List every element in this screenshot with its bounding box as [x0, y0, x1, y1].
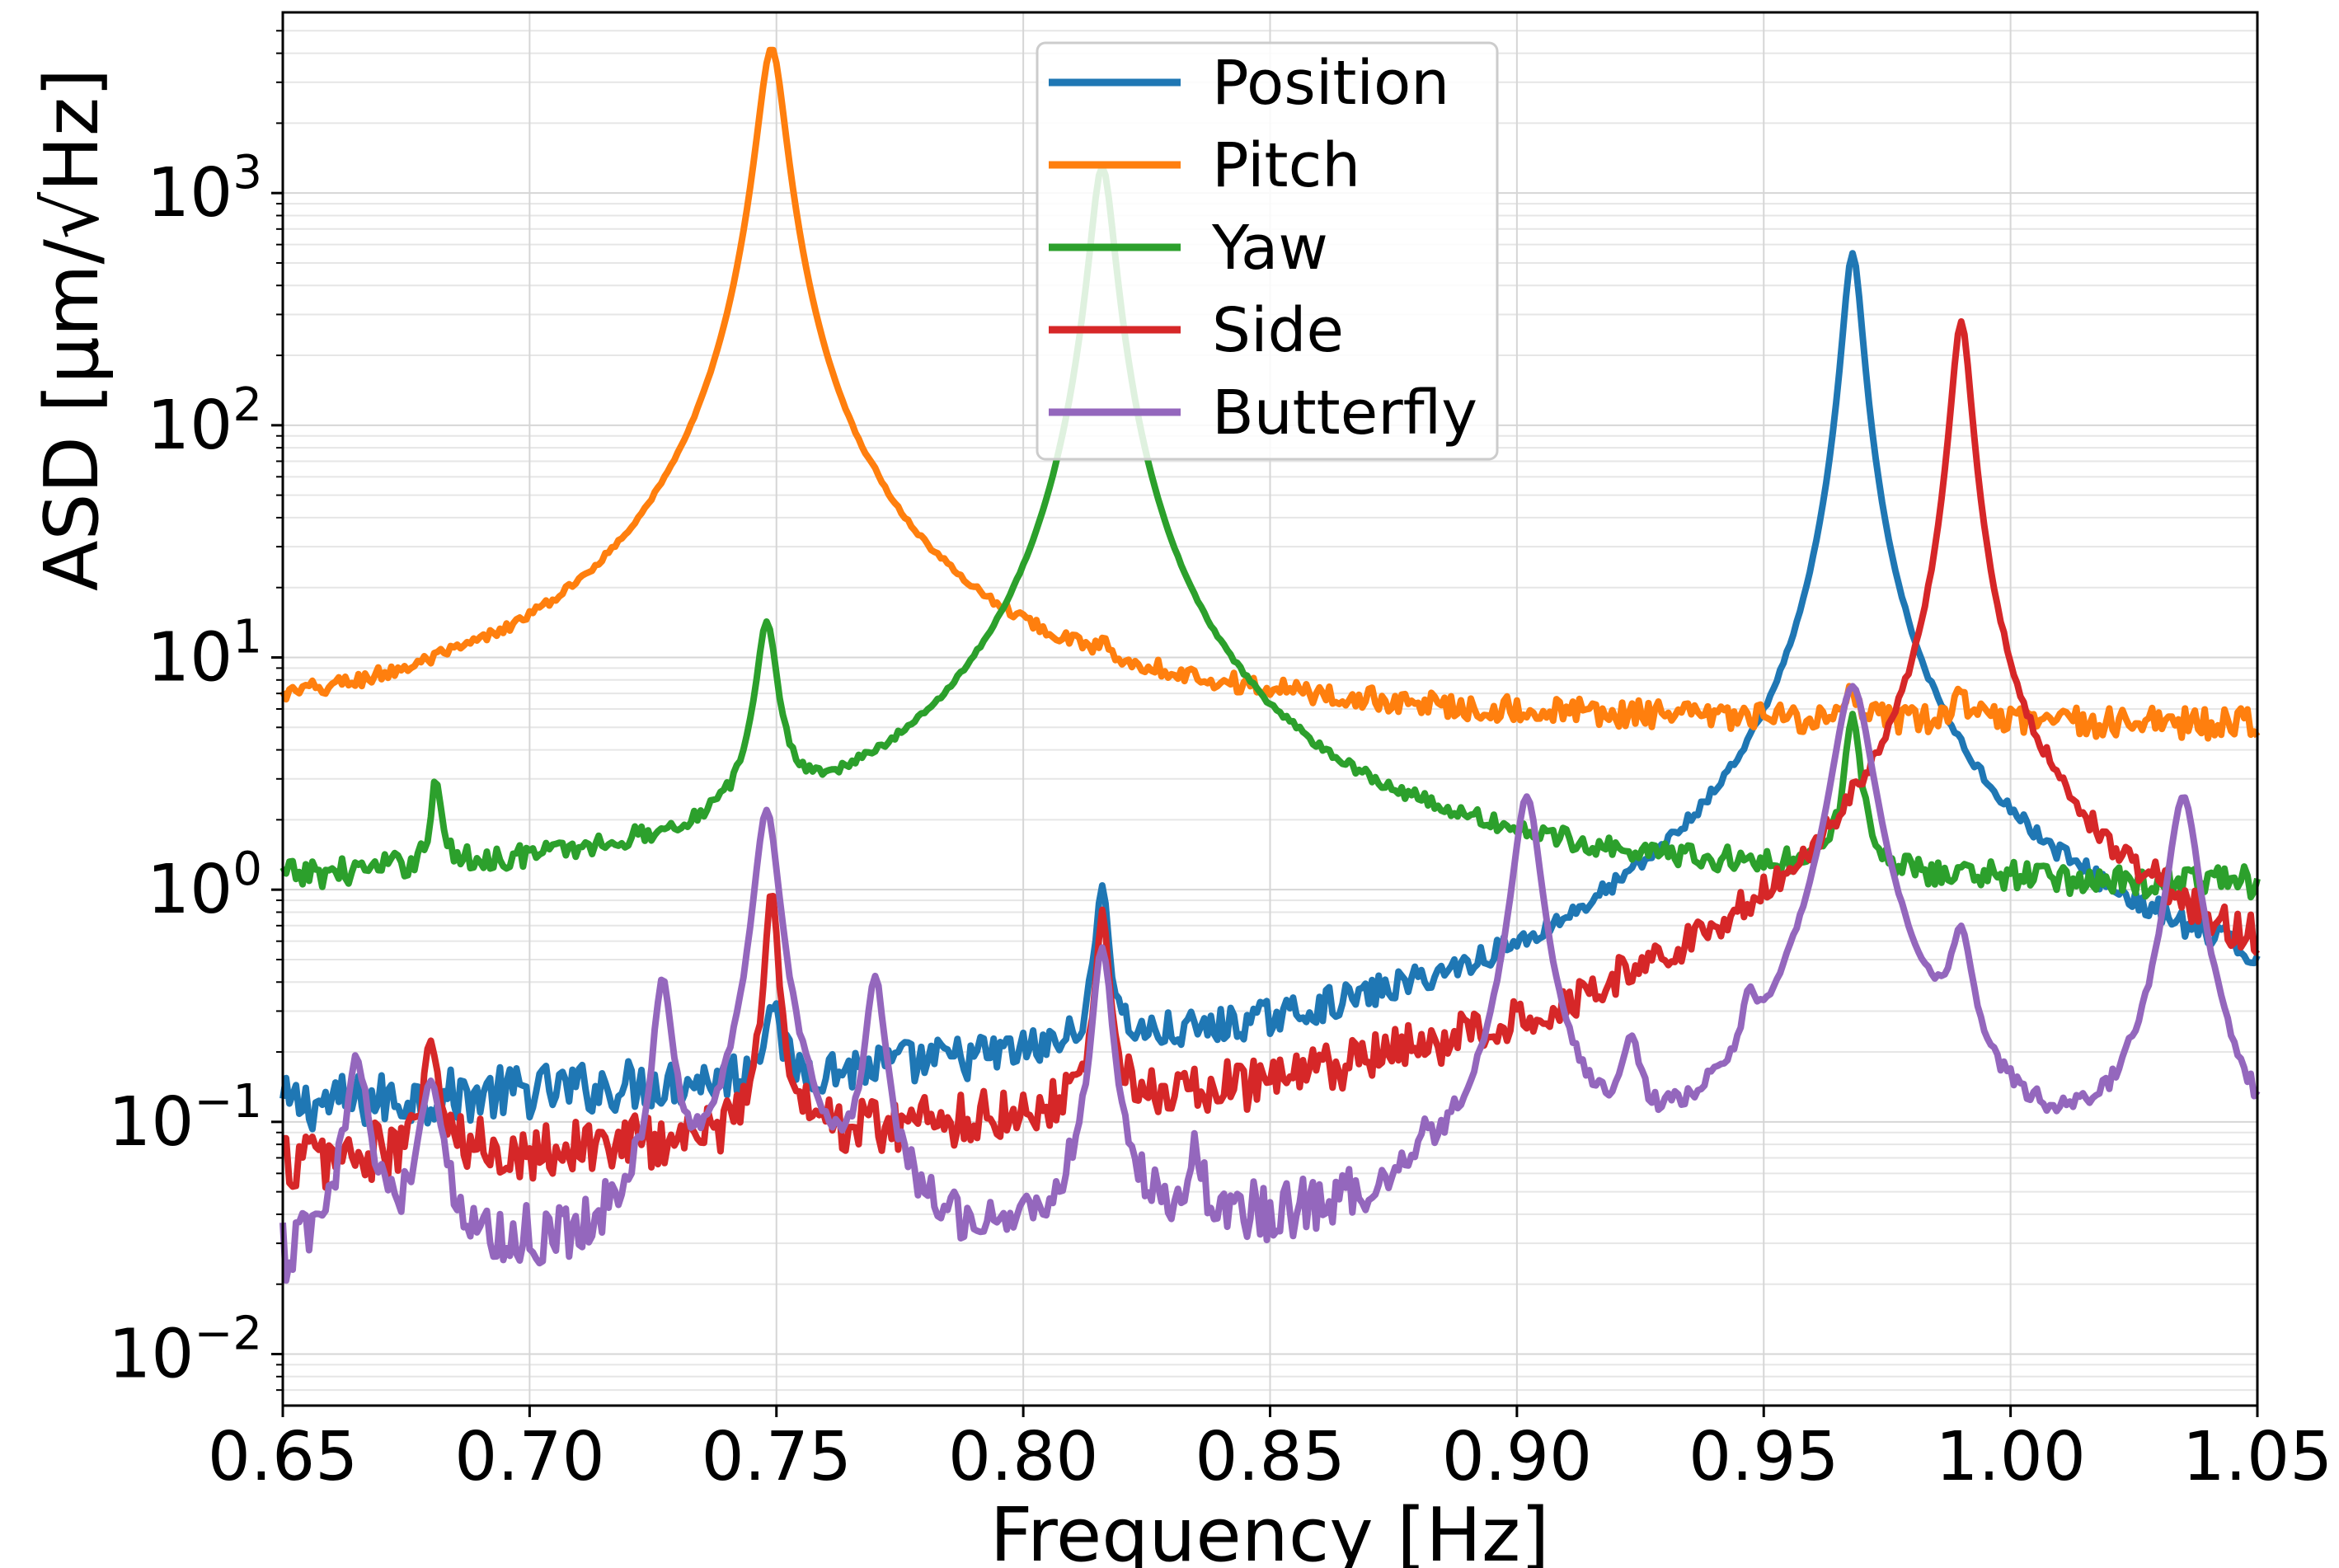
legend-label: Position — [1212, 48, 1449, 119]
legend-label: Butterfly — [1212, 378, 1477, 448]
x-tick-label: 0.65 — [208, 1418, 359, 1496]
series-line-butterfly — [279, 683, 2261, 1284]
y-tick-exponent: 3 — [232, 146, 262, 200]
x-tick-label: 0.95 — [1688, 1418, 1839, 1496]
y-tick-label: 101 — [147, 611, 262, 697]
y-tick-base: 10 — [108, 1083, 194, 1162]
y-tick-label: 10−1 — [108, 1075, 262, 1162]
x-axis: 0.65 0.70 0.75 0.80 0.85 0.90 0.95 1.00 1.05 — [208, 1406, 2333, 1496]
y-tick-base: 10 — [108, 1316, 194, 1394]
legend-label: Side — [1212, 295, 1344, 366]
series-line-pitch — [279, 46, 2261, 742]
legend: Position Pitch Yaw Side Butterfly — [1036, 41, 1499, 461]
series-layer — [279, 46, 2261, 1284]
y-tick-base: 10 — [147, 851, 232, 929]
y-tick-label: 103 — [147, 146, 262, 232]
x-tick-label: 1.05 — [2182, 1418, 2333, 1496]
x-tick-label: 0.75 — [701, 1418, 852, 1496]
x-tick-label: 0.85 — [1195, 1418, 1346, 1496]
y-tick-exponent: 1 — [232, 611, 262, 664]
legend-label: Pitch — [1212, 130, 1360, 201]
y-tick-exponent: 2 — [232, 378, 262, 432]
y-tick-label: 100 — [147, 843, 262, 929]
series-line-side — [282, 318, 2261, 1191]
y-tick-exponent: 0 — [232, 843, 262, 896]
series-line-position — [279, 250, 2261, 1133]
legend-label: Yaw — [1211, 213, 1328, 284]
y-axis-title: ASD [μm/√Hz] — [29, 68, 115, 591]
x-tick-label: 0.80 — [948, 1418, 1099, 1496]
y-tick-exponent: −2 — [194, 1307, 262, 1361]
y-tick-base: 10 — [147, 619, 232, 697]
y-tick-base: 10 — [147, 387, 232, 465]
series-line-yaw — [279, 163, 2261, 901]
y-tick-label: 102 — [147, 378, 262, 465]
x-axis-title: Frequency [Hz] — [990, 1492, 1550, 1568]
x-tick-label: 1.00 — [1935, 1418, 2086, 1496]
y-tick-label: 10−2 — [108, 1307, 262, 1394]
legend-box — [1036, 41, 1499, 461]
x-tick-label: 0.70 — [454, 1418, 605, 1496]
y-tick-base: 10 — [147, 154, 232, 232]
y-tick-exponent: −1 — [194, 1075, 262, 1129]
x-tick-label: 0.90 — [1442, 1418, 1593, 1496]
